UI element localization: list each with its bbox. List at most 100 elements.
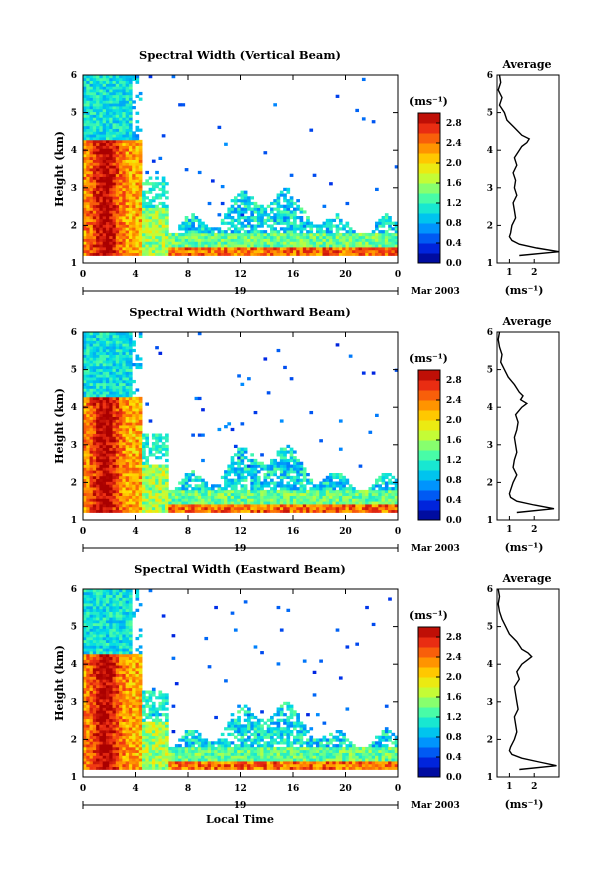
heatmap-cell [122,162,127,166]
heatmap-cell [142,218,146,223]
heatmap-cell [371,238,376,242]
heatmap-cell [155,489,159,494]
heatmap-cell [352,487,356,491]
heatmap-cell [102,484,107,488]
heatmap-cell [142,506,146,511]
heatmap-cell [86,190,90,194]
heatmap-cell [302,509,307,513]
heatmap-cell [86,710,90,714]
heatmap-cell [89,75,94,79]
heatmap-cell [145,196,150,200]
heatmap-cell [92,608,97,612]
heatmap-cell [171,501,176,505]
heatmap-cell [293,218,297,223]
heatmap-cell [302,504,307,508]
heatmap-cell [96,207,100,211]
heatmap-cell [83,176,87,180]
heatmap-cell [345,478,350,482]
profile-line [497,331,555,514]
heatmap-cell [109,114,113,118]
heatmap-cell [322,249,327,254]
heatmap-cell [194,241,199,245]
heatmap-cell [148,182,153,186]
heatmap-cell [240,190,245,194]
heatmap-cell [128,394,133,398]
heatmap-cell [270,498,274,502]
heatmap-cell [293,247,297,251]
heatmap-cell [86,470,90,474]
heatmap-cell [227,478,232,482]
heatmap-cell [329,224,333,228]
heatmap-cell [315,235,320,239]
heatmap-cell [286,467,291,471]
heatmap-cell [266,238,271,242]
heatmap-cell [227,210,232,214]
heatmap-cell [214,241,218,245]
heatmap-cell [135,408,140,412]
heatmap-cell [109,75,113,79]
heatmap-cell [112,379,117,384]
heatmap-cell [132,184,136,189]
heatmap-cell [266,473,271,477]
heatmap-cell [105,252,110,256]
heatmap-cell [142,464,146,468]
heatmap-cell [96,453,100,457]
heatmap-cell [92,232,97,237]
panel-title: Spectral Width (Eastward Beam) [134,562,346,576]
heatmap-cell [315,509,320,513]
heatmap-cell [92,467,97,471]
heatmap-cell [217,489,222,494]
heatmap-cell [89,639,94,643]
heatmap-cell [335,495,340,499]
date-label: 19 [234,287,247,297]
heatmap-cell [260,232,264,237]
heatmap-cell [240,509,245,513]
heatmap-cell [197,247,202,251]
heatmap-cell [99,396,104,401]
heatmap-cell [158,238,163,242]
heatmap-cell [122,402,127,406]
heatmap-cell [365,504,369,508]
heatmap-cell [194,504,199,508]
heatmap-cell [83,625,87,629]
heatmap-cell [83,492,87,496]
heatmap-cell [361,498,366,502]
heatmap-cell [188,221,192,225]
heatmap-cell [132,100,136,104]
heatmap-cell [83,151,87,155]
heatmap-cell [99,247,104,251]
heatmap-cell [89,467,94,471]
heatmap-cell [99,495,104,499]
heatmap-cell [122,241,127,245]
heatmap-cell [125,184,130,189]
heatmap-cell [89,213,94,217]
heatmap-cell [92,238,97,242]
heatmap-cell [247,473,251,477]
heatmap-cell [296,216,300,220]
heatmap-cell [92,634,97,638]
heatmap-cell [119,433,123,437]
heatmap-cell [135,450,140,454]
heatmap-cell [105,399,110,403]
heatmap-cell [132,179,136,183]
heatmap-cell [83,727,87,731]
heatmap-cell [105,134,110,138]
heatmap-cell [266,470,271,474]
heatmap-cell [115,456,120,460]
heatmap-cell [322,509,327,513]
heatmap-cell [105,402,110,406]
heatmap-cell [145,456,150,460]
heatmap-cell [325,506,330,511]
heatmap-cell [342,238,346,242]
heatmap-cell [99,173,104,177]
heatmap-cell [109,337,113,341]
heatmap-cell [207,501,212,505]
heatmap-cell [309,241,314,245]
heatmap-cell [138,478,143,482]
heatmap-cell [138,244,143,248]
heatmap-cell [155,487,159,491]
heatmap-cell [289,224,294,228]
heatmap-cell [247,224,251,228]
heatmap-cell [352,230,356,234]
heatmap-cell [237,450,241,454]
